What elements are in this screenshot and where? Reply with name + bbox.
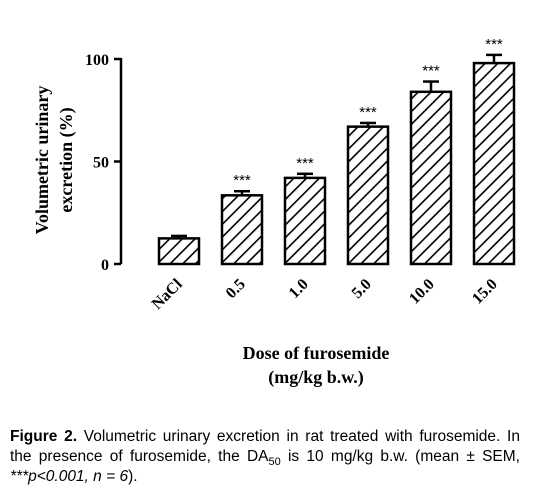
bar [283, 176, 327, 266]
x-tick-label: 15.0 [469, 276, 501, 308]
x-tick-label: NaCl [149, 275, 187, 313]
figure-caption: Figure 2. Volumetric urinary excretion i… [10, 427, 520, 487]
caption-text-2: is 10 mg/kg b.w. (mean ± SEM, [280, 448, 520, 465]
significance-marker: *** [233, 172, 251, 189]
caption-subscript: 50 [268, 456, 281, 469]
y-axis-label-line1: Volumetric urinary [32, 86, 52, 235]
caption-text: Volumetric urinary excretion in rat trea… [10, 428, 520, 465]
bar [472, 61, 516, 266]
x-axis-label-line1: Dose of furosemide [243, 343, 390, 363]
caption-end: ). [128, 468, 138, 485]
y-tick-label: 100 [85, 52, 109, 69]
significance-marker: *** [296, 155, 314, 172]
bar [220, 194, 264, 266]
bar [157, 237, 201, 266]
bars-layer: *** *** *** *** *** [157, 36, 516, 266]
bar [346, 125, 390, 266]
x-tick-label: 10.0 [406, 276, 438, 308]
y-tick-label: 50 [93, 155, 109, 172]
significance-marker: *** [485, 36, 503, 53]
caption-pvalue: ***p<0.001, n = 6 [10, 468, 129, 485]
x-tick-label: 1.0 [286, 276, 312, 302]
caption-label: Figure 2. [10, 428, 78, 445]
x-tick-label: 0.5 [223, 276, 249, 302]
significance-marker: *** [422, 63, 440, 80]
y-tick-label: 0 [101, 257, 109, 274]
x-tick-label: 5.0 [349, 276, 375, 302]
x-axis-label-line2: (mg/kg b.w.) [268, 367, 364, 388]
bar [409, 90, 453, 266]
significance-marker: *** [359, 104, 377, 121]
y-axis-label-line2: excretion (%) [56, 107, 77, 212]
bar-chart: *** *** *** *** *** 0 50 100 NaCl 0.5 1.0 5.0 10.0 1… [32, 36, 516, 388]
